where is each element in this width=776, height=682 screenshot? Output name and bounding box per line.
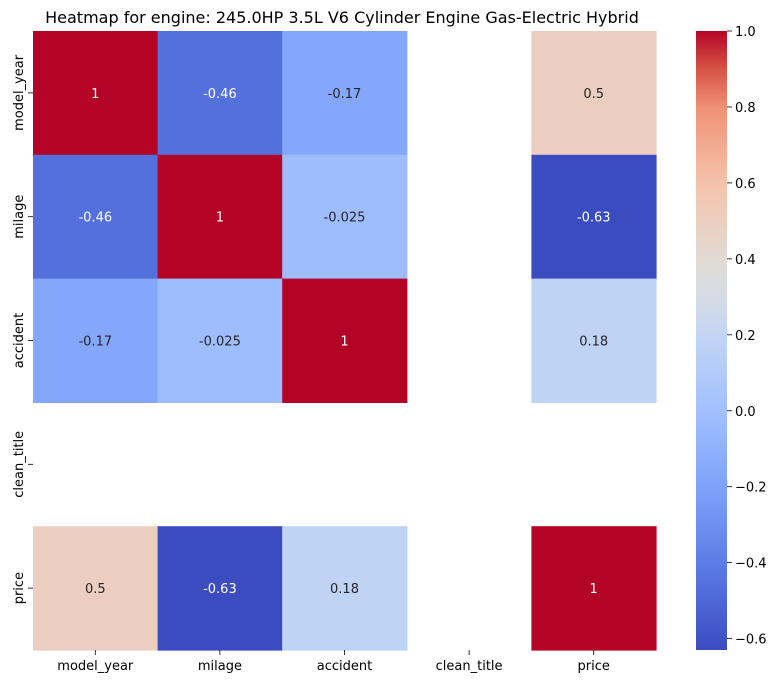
- colorbar-tick-label: 0.6: [735, 177, 756, 192]
- cell-annotation: 0.18: [330, 582, 359, 597]
- cell-annotation: 1: [91, 87, 99, 102]
- heatmap-cell: [157, 31, 283, 156]
- cell-annotation: -0.46: [78, 211, 112, 226]
- y-tick-label: clean_title: [12, 431, 27, 498]
- heatmap-cell: [33, 31, 159, 156]
- colorbar-tick-label: 1.0: [735, 25, 756, 40]
- x-tick-label: milage: [198, 659, 242, 674]
- cell-annotation: -0.46: [203, 87, 237, 102]
- cell-annotation: -0.025: [199, 335, 241, 350]
- colorbar: 1.0 0.8 0.6 0.4 0.2 0.0 −0.2 −0.4 −0.6: [696, 25, 767, 650]
- heatmap-cell: [157, 526, 283, 651]
- heatmap-cell: [33, 278, 159, 403]
- heatmap-cell: [282, 526, 408, 651]
- heatmap-cell: [157, 278, 283, 403]
- cell-annotation: 1: [340, 335, 348, 350]
- heatmap-cell: [531, 31, 657, 156]
- colorbar-tick-label: −0.6: [735, 633, 767, 648]
- colorbar-gradient: [696, 31, 727, 650]
- cell-annotation: -0.63: [203, 582, 237, 597]
- cell-annotation: 0.5: [85, 582, 106, 597]
- heatmap-cell: [157, 154, 283, 280]
- heatmap-cells: [33, 31, 657, 651]
- x-tick-label: model_year: [57, 659, 134, 674]
- colorbar-tick-label: −0.2: [735, 481, 767, 496]
- heatmap-cell: [33, 526, 159, 651]
- cell-annotation: -0.17: [328, 87, 362, 102]
- x-axis: model_year milage accident clean_title price: [57, 650, 610, 674]
- colorbar-tick-label: 0.2: [735, 329, 756, 344]
- cell-annotation: 0.5: [583, 87, 604, 102]
- cell-annotation: 1: [216, 211, 224, 226]
- colorbar-tick-label: −0.4: [735, 557, 767, 572]
- x-tick-label: accident: [317, 659, 372, 674]
- colorbar-tick-label: 0.8: [735, 101, 756, 116]
- cell-annotation: -0.63: [577, 211, 611, 226]
- cell-annotation: -0.025: [324, 211, 366, 226]
- cell-annotations: 1 -0.46 -0.17 0.5 -0.46 1 -0.025 -0.63 -0.17 -0.0…: [78, 87, 610, 597]
- x-tick-label: price: [578, 659, 610, 674]
- y-tick-label: milage: [12, 195, 27, 239]
- heatmap-cell: [531, 278, 657, 403]
- cell-annotation: 1: [590, 582, 598, 597]
- heatmap-cell: [531, 526, 657, 651]
- heatmap-cell: [282, 154, 408, 280]
- heatmap-cell: [33, 154, 159, 280]
- y-tick-label: accident: [12, 313, 27, 368]
- heatmap-cell: [282, 31, 408, 156]
- chart-title: Heatmap for engine: 245.0HP 3.5L V6 Cyli…: [45, 8, 639, 27]
- x-tick-label: clean_title: [436, 659, 503, 674]
- cell-annotation: -0.17: [78, 335, 112, 350]
- heatmap-cell: [531, 154, 657, 280]
- colorbar-tick-label: 0.4: [735, 253, 756, 268]
- y-tick-label: price: [12, 572, 27, 604]
- heatmap-cell: [282, 278, 408, 403]
- cell-annotation: 0.18: [579, 335, 608, 350]
- colorbar-tick-label: 0.0: [735, 405, 756, 420]
- y-tick-label: model_year: [12, 54, 27, 131]
